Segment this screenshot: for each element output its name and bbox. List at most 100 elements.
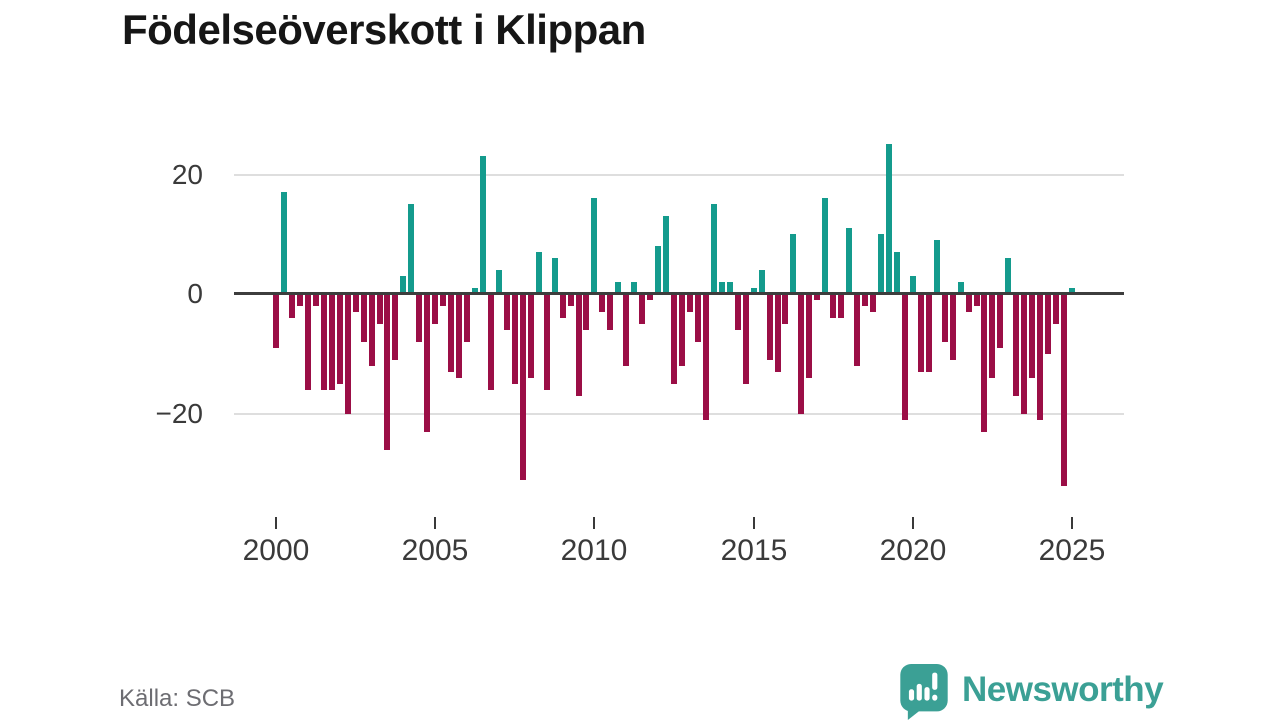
- chart-title: Födelseöverskott i Klippan: [122, 6, 646, 53]
- newsworthy-brand: Newsworthy: [898, 662, 1168, 720]
- gridline-minus20: [234, 413, 1124, 415]
- bar: [1069, 288, 1075, 294]
- bar: [981, 294, 988, 432]
- bar: [368, 294, 375, 366]
- bar: [320, 294, 327, 390]
- bar: [503, 294, 510, 330]
- bar: [1061, 294, 1067, 486]
- bar: [750, 288, 757, 294]
- bar: [1005, 258, 1012, 294]
- bar: [296, 294, 303, 306]
- x-tick-2000: [275, 517, 277, 529]
- bar: [559, 294, 566, 318]
- x-axis-label-2015: 2015: [720, 534, 788, 567]
- bar: [758, 270, 765, 294]
- y-axis-label-0: 0: [187, 278, 203, 309]
- bar: [806, 294, 813, 378]
- bar: [663, 216, 669, 294]
- bar: [599, 294, 606, 312]
- newsworthy-logo-icon: [900, 664, 948, 720]
- bar: [384, 294, 391, 450]
- zero-axis-line: [234, 292, 1124, 295]
- bar: [917, 294, 924, 372]
- bar: [997, 294, 1004, 348]
- bar: [798, 294, 805, 414]
- bar: [838, 294, 845, 318]
- bar: [885, 144, 892, 294]
- bar: [742, 294, 749, 384]
- bar: [631, 282, 638, 294]
- bar: [344, 294, 351, 414]
- bar: [854, 294, 861, 366]
- plot-area: 20 0 −20 2000 2005 2010 2015 2020 2025: [155, 144, 1124, 567]
- bar: [424, 294, 431, 432]
- bar: [607, 294, 614, 330]
- bar: [1045, 294, 1052, 354]
- bar: [639, 294, 646, 324]
- bar: [941, 294, 948, 342]
- bar: [336, 294, 343, 384]
- bar: [527, 294, 534, 378]
- bar: [933, 240, 940, 294]
- x-tick-2005: [434, 517, 436, 529]
- bar: [702, 294, 709, 420]
- bar: [495, 270, 502, 294]
- bar: [647, 294, 654, 300]
- bar: [519, 294, 526, 480]
- bar: [511, 294, 518, 384]
- bar: [710, 204, 717, 294]
- bar: [543, 294, 550, 390]
- bar: [878, 234, 884, 294]
- bar: [925, 294, 932, 372]
- x-tick-2020: [912, 517, 914, 529]
- x-axis-label-2005: 2005: [401, 534, 469, 567]
- x-axis-label-2020: 2020: [879, 534, 947, 567]
- bar: [989, 294, 996, 378]
- bar: [909, 276, 916, 294]
- bar: [726, 282, 733, 294]
- bar: [575, 294, 582, 396]
- x-tick-2025: [1071, 517, 1073, 529]
- bar: [949, 294, 956, 360]
- gridline-plus20: [234, 174, 1124, 176]
- bar: [273, 294, 279, 348]
- bar: [416, 294, 423, 342]
- bar: [591, 198, 598, 294]
- bar: [686, 294, 693, 312]
- bar: [312, 294, 319, 306]
- bar: [814, 294, 821, 300]
- bar: [774, 294, 781, 372]
- y-axis-label-20: 20: [171, 159, 203, 190]
- bar: [822, 198, 829, 294]
- bar: [464, 294, 470, 342]
- bar: [480, 156, 486, 294]
- bar: [304, 294, 311, 390]
- bar: [456, 294, 463, 378]
- bar: [352, 294, 359, 312]
- bar: [965, 294, 972, 312]
- bar: [846, 228, 853, 294]
- bar: [679, 294, 685, 366]
- bar: [392, 294, 399, 360]
- y-axis-label-minus20: −20: [155, 398, 204, 429]
- x-tick-2015: [753, 517, 755, 529]
- bar: [535, 252, 542, 294]
- bar: [893, 252, 900, 294]
- bar: [583, 294, 590, 330]
- bar: [957, 282, 964, 294]
- bar: [440, 294, 447, 306]
- bar: [432, 294, 439, 324]
- x-tick-2010: [593, 517, 595, 529]
- bar: [281, 192, 287, 294]
- bar: [551, 258, 558, 294]
- bar: [901, 294, 908, 420]
- x-axis-label-2025: 2025: [1038, 534, 1106, 567]
- bar: [830, 294, 837, 318]
- bar: [671, 294, 677, 384]
- bar: [623, 294, 630, 366]
- bar: [376, 294, 383, 324]
- bar: [1037, 294, 1044, 420]
- bar: [1013, 294, 1020, 396]
- bar: [360, 294, 367, 342]
